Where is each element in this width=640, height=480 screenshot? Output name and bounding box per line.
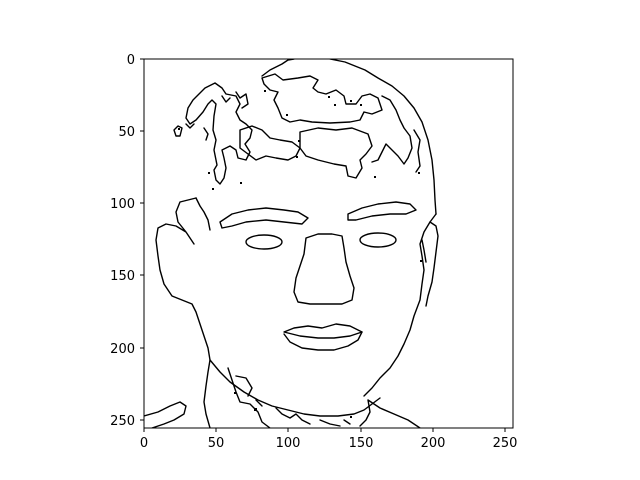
neck-left [227, 367, 271, 428]
hair-inner-blob-3 [299, 127, 373, 179]
right-eye [359, 232, 397, 248]
left-eyebrow [219, 207, 309, 229]
y-tick-label: 200 [110, 342, 135, 357]
y-tick-label: 0 [127, 53, 135, 68]
x-tick-label: 150 [349, 436, 374, 451]
y-tick-label: 100 [110, 197, 135, 212]
x-tick-label: 250 [493, 436, 518, 451]
face-outline-left [155, 197, 211, 428]
x-tick-label: 100 [276, 436, 301, 451]
image-background [144, 59, 513, 428]
plot-frame [143, 58, 514, 429]
x-tick-label: 0 [140, 436, 148, 451]
y-tick-label: 50 [118, 125, 135, 140]
hair-top-patch [261, 59, 437, 215]
collar-bits [275, 407, 351, 427]
hair-left-outline [185, 82, 253, 185]
x-axis: 0 50 100 150 200 250 [140, 428, 518, 451]
shoulder-left [144, 401, 187, 428]
nose [293, 233, 355, 305]
right-eyebrow [347, 201, 417, 221]
left-eye [245, 234, 283, 250]
lower-lip [283, 331, 363, 351]
hair-left-bits [173, 91, 249, 141]
upper-lip [283, 323, 363, 339]
hair-inner-blob-1 [261, 73, 383, 124]
x-tick-label: 200 [421, 436, 446, 451]
edge-drawing [144, 59, 439, 428]
hair-right-strands [371, 95, 421, 173]
face-outline-right [363, 213, 437, 397]
right-ear [421, 221, 439, 307]
y-tick-label: 250 [110, 414, 135, 429]
x-tick-label: 50 [208, 436, 225, 451]
shoulder-right [359, 399, 421, 428]
jaw-line [209, 359, 381, 417]
y-axis: 0 50 100 150 200 250 [110, 53, 144, 429]
noise-specks [178, 90, 422, 418]
temple-left [195, 197, 211, 231]
y-tick-label: 150 [110, 269, 135, 284]
